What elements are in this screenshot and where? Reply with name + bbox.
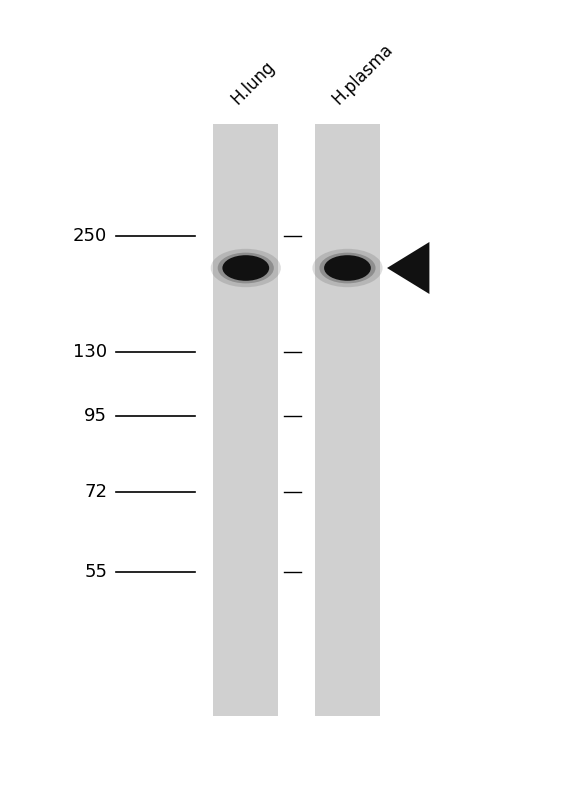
Ellipse shape bbox=[324, 255, 371, 281]
Ellipse shape bbox=[223, 255, 269, 281]
Text: 55: 55 bbox=[84, 563, 107, 581]
Bar bbox=[214, 124, 278, 716]
Text: 250: 250 bbox=[73, 227, 107, 245]
Ellipse shape bbox=[312, 249, 383, 287]
Text: 72: 72 bbox=[84, 483, 107, 501]
Text: 130: 130 bbox=[73, 343, 107, 361]
Text: H.plasma: H.plasma bbox=[329, 40, 397, 108]
Bar bbox=[315, 124, 380, 716]
Text: H.lung: H.lung bbox=[227, 58, 278, 108]
Ellipse shape bbox=[218, 253, 274, 283]
Polygon shape bbox=[387, 242, 429, 294]
Ellipse shape bbox=[211, 249, 281, 287]
Ellipse shape bbox=[319, 253, 376, 283]
Text: 95: 95 bbox=[84, 407, 107, 425]
